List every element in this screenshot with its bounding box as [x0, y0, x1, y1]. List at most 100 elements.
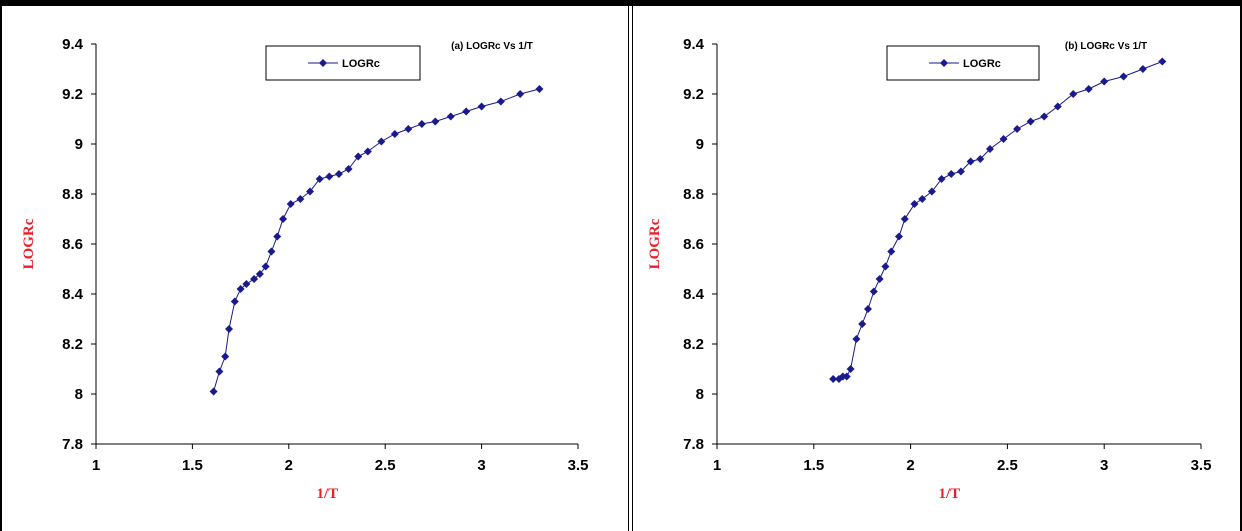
- data-point: [267, 247, 276, 256]
- x-tick-label: 1.5: [182, 457, 203, 474]
- y-tick-label: 8.4: [683, 286, 705, 303]
- data-point: [887, 247, 896, 256]
- data-point: [842, 372, 851, 381]
- data-point: [354, 152, 363, 161]
- data-point: [221, 352, 230, 361]
- legend-box: [886, 45, 1040, 81]
- data-point: [985, 145, 994, 153]
- legend: LOGRc: [886, 45, 1040, 81]
- data-point: [858, 320, 867, 328]
- data-point: [296, 195, 305, 203]
- data-point: [315, 175, 324, 183]
- data-point: [344, 165, 353, 173]
- data-point: [910, 200, 919, 208]
- data-point: [937, 175, 946, 183]
- data-point: [446, 112, 455, 121]
- x-tick-label: 2.5: [997, 457, 1018, 474]
- y-tick-label: 9: [75, 136, 83, 153]
- data-point: [516, 90, 525, 98]
- x-tick-label: 1.5: [803, 457, 824, 474]
- y-tick-label: 8.8: [62, 186, 83, 203]
- x-tick-label: 2: [906, 457, 914, 474]
- data-point: [846, 365, 855, 373]
- y-tick-label: 8.6: [683, 236, 704, 253]
- x-tick-label: 3: [477, 457, 485, 474]
- chart-a: 7.8 8 8.2 8.4 8.6 8.8 9 9.2 9.4 1 1.5 2 2.5 3 3.5 1/T LO…: [21, 36, 588, 502]
- y-tick-label: 9: [696, 136, 704, 153]
- y-tick-label: 8: [75, 386, 83, 403]
- data-point: [864, 305, 873, 313]
- legend-marker-swatch: [940, 59, 948, 67]
- legend-label: LOGRc: [963, 58, 1001, 70]
- data-point: [417, 120, 426, 128]
- legend: LOGRc: [265, 45, 421, 81]
- data-point: [900, 215, 909, 223]
- y-tick-label: 8: [696, 386, 704, 403]
- data-point: [273, 232, 282, 241]
- data-point: [1069, 90, 1078, 98]
- data-point: [875, 275, 884, 283]
- data-point: [1138, 65, 1147, 73]
- data-point: [255, 270, 264, 278]
- data-point: [377, 137, 386, 146]
- data-point: [261, 262, 270, 271]
- legend-marker-swatch: [319, 59, 327, 67]
- x-tick-label: 3.5: [1191, 457, 1212, 474]
- data-point: [363, 147, 372, 156]
- data-point: [334, 170, 343, 178]
- y-tick-label: 9.2: [62, 86, 83, 103]
- y-tick-label: 8.4: [62, 286, 84, 303]
- y-tick-label: 9.4: [683, 36, 705, 53]
- data-point: [236, 285, 245, 293]
- data-point: [1040, 112, 1049, 121]
- data-point: [325, 172, 334, 181]
- data-point: [834, 375, 843, 383]
- data-point: [462, 107, 471, 116]
- data-point: [852, 335, 861, 343]
- data-point: [829, 375, 838, 383]
- data-point: [976, 155, 985, 163]
- x-tick-label: 2: [285, 457, 293, 474]
- data-point: [496, 97, 505, 106]
- y-tick-label: 8.2: [683, 336, 704, 353]
- data-point: [230, 297, 239, 306]
- x-axis-title: 1/T: [938, 486, 960, 502]
- data-point: [1013, 125, 1022, 133]
- data-point: [431, 117, 440, 126]
- x-axis-title: 1/T: [317, 486, 339, 502]
- data-point: [999, 135, 1008, 143]
- series-line: [213, 88, 540, 392]
- data-point: [869, 287, 878, 296]
- series-line: [833, 61, 1163, 380]
- y-axis-title: LOGRc: [647, 218, 663, 269]
- y-tick-label: 9.4: [62, 36, 84, 53]
- data-point: [242, 280, 251, 288]
- data-point: [918, 195, 927, 203]
- y-tick-label: 7.8: [683, 436, 704, 453]
- chart-title: (b) LOGRc Vs 1/T: [1065, 41, 1147, 52]
- data-point: [894, 232, 903, 241]
- x-tick-label: 3: [1100, 457, 1108, 474]
- legend-box: [265, 45, 421, 81]
- data-point: [279, 215, 288, 223]
- data-point: [966, 157, 975, 166]
- data-point: [306, 187, 315, 196]
- x-tick-label: 1: [713, 457, 721, 474]
- chart-title: (a) LOGRc Vs 1/T: [451, 41, 533, 52]
- data-point: [404, 125, 413, 133]
- legend-label: LOGRc: [342, 58, 380, 70]
- data-point: [250, 275, 259, 283]
- data-point: [215, 367, 224, 376]
- data-point: [927, 187, 936, 196]
- data-point: [286, 200, 295, 208]
- y-tick-label: 8.8: [683, 186, 704, 203]
- data-point: [1053, 102, 1062, 111]
- y-tick-label: 7.8: [62, 436, 83, 453]
- data-point: [956, 167, 965, 176]
- x-tick-label: 2.5: [375, 457, 396, 474]
- data-point: [1119, 72, 1128, 81]
- data-point: [1026, 117, 1035, 126]
- chart-b: 7.8 8 8.2 8.4 8.6 8.8 9 9.2 9.4 1 1.5 2 2.5 3 3.5 1/T LO…: [647, 36, 1212, 502]
- data-point: [225, 325, 234, 333]
